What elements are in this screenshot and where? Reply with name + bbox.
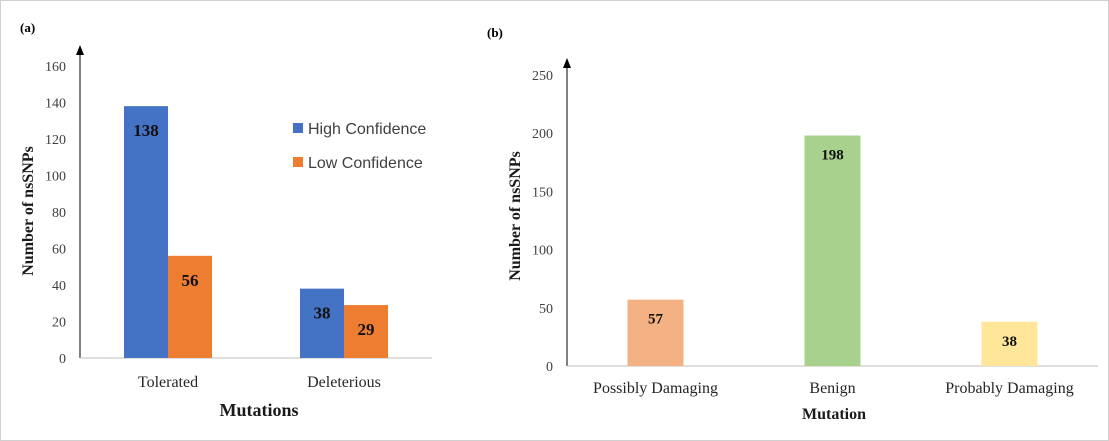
bar xyxy=(627,299,684,366)
legend-entry: High Confidence xyxy=(308,121,426,138)
bar xyxy=(344,305,388,358)
legend-a: High Confidence Low Confidence xyxy=(293,121,426,172)
chart-b: (b) Number of nsSNPs 0 50 100 150 200 250 57 1… xyxy=(487,25,1098,423)
bar xyxy=(981,321,1038,366)
x-category-label: Deleterious xyxy=(307,374,381,391)
y-axis-arrow-a xyxy=(76,45,84,55)
legend-swatch xyxy=(293,157,303,167)
y-tick-label: 20 xyxy=(52,316,66,331)
chart-a: (a) Number of nsSNPs 0 20 40 60 80 100 120 140 1… xyxy=(20,20,432,420)
y-tick-label: 200 xyxy=(532,127,553,142)
panel-label-a: (a) xyxy=(20,20,35,35)
data-label: 57 xyxy=(648,312,664,328)
x-categories-b: Possibly Damaging Benign Probably Damaging xyxy=(593,380,1074,397)
bars-a: 138 56 38 29 xyxy=(124,106,388,359)
y-tick-label: 120 xyxy=(45,133,66,148)
y-axis-title-b: Number of nsSNPs xyxy=(507,151,524,281)
data-label: 38 xyxy=(314,304,331,323)
y-tick-label: 80 xyxy=(52,206,66,221)
bars-b: 57 198 38 xyxy=(627,135,1038,366)
bar xyxy=(804,135,861,366)
x-categories-a: Tolerated Deleterious xyxy=(138,374,381,391)
data-label: 29 xyxy=(358,320,375,339)
x-axis-title-b: Mutation xyxy=(802,406,866,423)
data-label: 38 xyxy=(1002,334,1017,350)
x-category-label: Probably Damaging xyxy=(945,380,1073,397)
y-tick-label: 50 xyxy=(539,302,553,317)
y-tick-label: 250 xyxy=(532,69,553,84)
x-axis-title-a: Mutations xyxy=(219,400,298,420)
x-category-label: Benign xyxy=(809,380,855,397)
y-tick-label: 0 xyxy=(546,360,553,375)
y-tick-label: 100 xyxy=(45,170,66,185)
data-label: 56 xyxy=(182,271,199,290)
y-ticks-a: 0 20 40 60 80 100 120 140 160 xyxy=(45,60,66,367)
y-tick-label: 140 xyxy=(45,97,66,112)
y-axis-arrow-b xyxy=(563,58,571,68)
legend-entry: Low Confidence xyxy=(308,155,423,172)
y-tick-label: 60 xyxy=(52,243,66,258)
bar xyxy=(168,255,212,358)
y-ticks-b: 0 50 100 150 200 250 xyxy=(532,69,553,375)
y-tick-label: 150 xyxy=(532,185,553,200)
y-tick-label: 160 xyxy=(45,60,66,75)
x-category-label: Possibly Damaging xyxy=(593,380,718,397)
x-category-label: Tolerated xyxy=(138,374,198,391)
bar xyxy=(300,288,344,358)
data-label: 138 xyxy=(133,121,159,140)
legend-swatch xyxy=(293,123,303,133)
data-label: 198 xyxy=(821,148,844,164)
bar xyxy=(124,106,168,359)
y-tick-label: 100 xyxy=(532,244,553,259)
panel-label-b: (b) xyxy=(487,25,503,40)
y-tick-label: 0 xyxy=(59,352,66,367)
y-axis-title-a: Number of nsSNPs xyxy=(20,146,37,276)
y-tick-label: 40 xyxy=(52,279,66,294)
